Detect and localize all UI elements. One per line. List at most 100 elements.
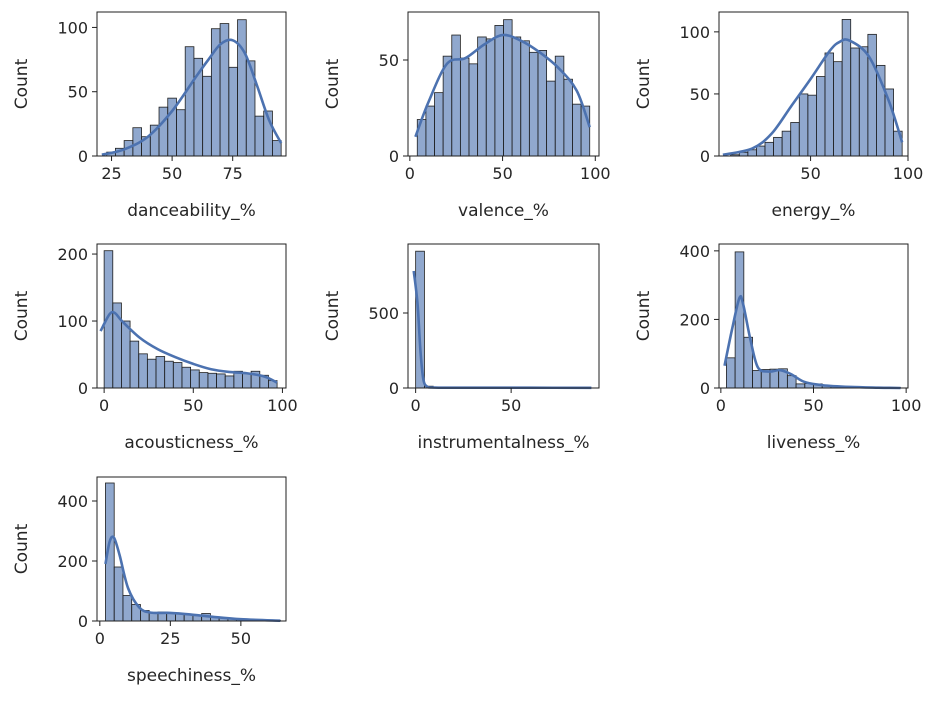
histogram-bar: [172, 362, 183, 389]
kde-line: [412, 270, 592, 390]
histogram-bar: [824, 52, 834, 157]
plot-frame: [407, 11, 600, 157]
y-tick-label: 500: [368, 304, 399, 323]
x-tick-label: 75: [223, 164, 243, 183]
histogram-bar: [146, 358, 157, 389]
histogram-bar: [216, 373, 226, 389]
x-tick-label: 0: [99, 396, 109, 415]
kde-line: [722, 38, 904, 157]
histogram-bar: [224, 375, 235, 389]
histogram-bar: [503, 19, 513, 157]
y-tick-label: 0: [389, 147, 399, 166]
histogram-bar: [726, 357, 736, 389]
histogram-bar: [451, 34, 461, 157]
y-tick-label: 0: [78, 612, 88, 631]
plot-frame: [718, 11, 909, 157]
histogram-bar: [468, 63, 479, 157]
histogram-bar: [816, 76, 826, 157]
y-tick-label: 0: [389, 379, 399, 398]
y-tick-label: 50: [379, 51, 399, 70]
kde-line: [104, 535, 281, 622]
y-tick-label: 50: [690, 85, 710, 104]
kde-line: [723, 294, 901, 390]
x-tick-label: 100: [891, 396, 922, 415]
histogram-bar: [113, 566, 124, 622]
x-axis-label: acousticness_%: [124, 433, 258, 453]
histogram-panel: 0 50 100 0 50 valence_% Count: [323, 11, 611, 221]
y-tick-label: 200: [57, 552, 88, 571]
x-tick-label: 100: [267, 396, 298, 415]
plot-frame: [407, 243, 600, 389]
x-tick-label: 100: [893, 164, 924, 183]
y-axis-label: Count: [12, 58, 32, 109]
histogram-bar: [850, 47, 860, 157]
histogram-bar: [756, 145, 766, 157]
histogram-bar: [237, 19, 247, 157]
histogram-panel: 50 100 0 50 100 energy_% Count: [634, 11, 924, 221]
plot-frame: [96, 11, 287, 157]
histogram-bar: [477, 36, 487, 157]
x-axis-label: energy_%: [772, 201, 856, 221]
y-tick-label: 0: [700, 379, 710, 398]
y-tick-label: 0: [78, 379, 88, 398]
histogram-bar: [122, 595, 133, 622]
x-tick-label: 50: [183, 396, 203, 415]
histogram-bar: [807, 94, 817, 157]
histogram-bar: [202, 75, 212, 157]
x-axis-label: instrumentalness_%: [418, 433, 590, 453]
histogram-bar: [228, 66, 238, 157]
y-tick-label: 100: [57, 312, 88, 331]
histogram-bar: [190, 369, 200, 389]
x-axis-label: danceability_%: [127, 201, 256, 221]
x-tick-label: 50: [231, 629, 251, 648]
y-axis-label: Count: [12, 290, 32, 341]
histogram-bar: [485, 38, 496, 157]
histogram-bar: [833, 61, 843, 157]
histogram-bar: [164, 360, 174, 389]
histogram-bar: [546, 80, 556, 157]
histogram-bar: [254, 115, 265, 157]
plot-frame: [96, 243, 287, 389]
kde-line: [99, 310, 278, 384]
histogram-bar: [563, 78, 573, 157]
histogram-bar: [459, 57, 470, 157]
histogram-panel: 0 50 100 0 200 400 liveness_% Count: [634, 242, 921, 453]
histogram-bar: [207, 372, 217, 389]
x-tick-label: 0: [405, 164, 415, 183]
kde-line: [414, 33, 591, 138]
histogram-bar: [520, 40, 530, 157]
y-tick-label: 50: [68, 83, 88, 102]
x-tick-label: 50: [800, 164, 820, 183]
histogram-bar: [537, 50, 548, 157]
y-tick-label: 200: [679, 310, 710, 329]
histogram-bar: [781, 130, 792, 157]
histogram-bar: [528, 51, 539, 157]
histogram-panel: 0 50 100 0 100 200 acousticness_% Count: [12, 243, 298, 453]
y-axis-label: Count: [634, 290, 654, 341]
y-tick-label: 400: [679, 242, 710, 261]
y-axis-label: Count: [323, 58, 343, 109]
y-tick-label: 200: [57, 245, 88, 264]
x-tick-label: 25: [160, 629, 180, 648]
y-tick-label: 0: [700, 147, 710, 166]
histogram-bar: [442, 55, 453, 157]
histogram-bar: [790, 122, 800, 157]
histogram-bar: [867, 33, 877, 157]
x-tick-label: 100: [580, 164, 611, 183]
histogram-bar: [798, 93, 809, 157]
y-tick-label: 400: [57, 492, 88, 511]
y-axis-label: Count: [634, 58, 654, 109]
histogram-bar: [795, 383, 806, 389]
y-axis-label: Count: [12, 523, 32, 574]
histogram-bar: [129, 340, 140, 389]
y-tick-label: 100: [57, 18, 88, 37]
histogram-bar: [155, 356, 166, 389]
x-axis-label: speechiness_%: [127, 666, 256, 686]
histogram-bar: [858, 46, 869, 157]
histogram-panel: 0 25 50 0 200 400 speechiness_% Count: [12, 476, 287, 686]
x-tick-label: 0: [95, 629, 105, 648]
x-axis-label: valence_%: [458, 201, 549, 221]
plot-frame: [96, 476, 287, 622]
